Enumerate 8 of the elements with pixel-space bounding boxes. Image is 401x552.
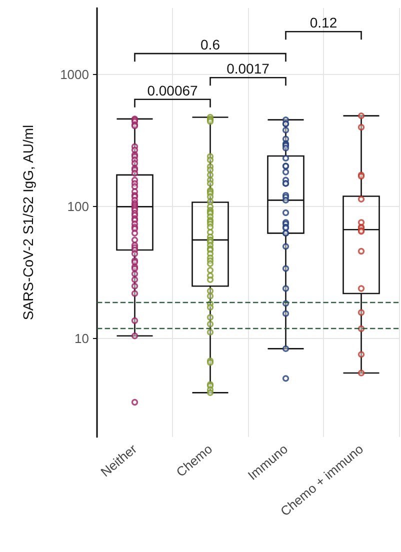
y-tick-label: 1000 (60, 67, 89, 82)
y-axis-title: SARS-CoV-2 S1/S2 IgG, AU/ml (20, 124, 36, 320)
annotation: 0.12 (310, 14, 338, 31)
y-tick-label: 10 (74, 331, 89, 346)
annotation: 0.0017 (226, 60, 270, 77)
y-tick-label: 100 (67, 199, 89, 214)
annotation: 0.00067 (147, 82, 198, 98)
annotation: 0.6 (200, 36, 220, 53)
